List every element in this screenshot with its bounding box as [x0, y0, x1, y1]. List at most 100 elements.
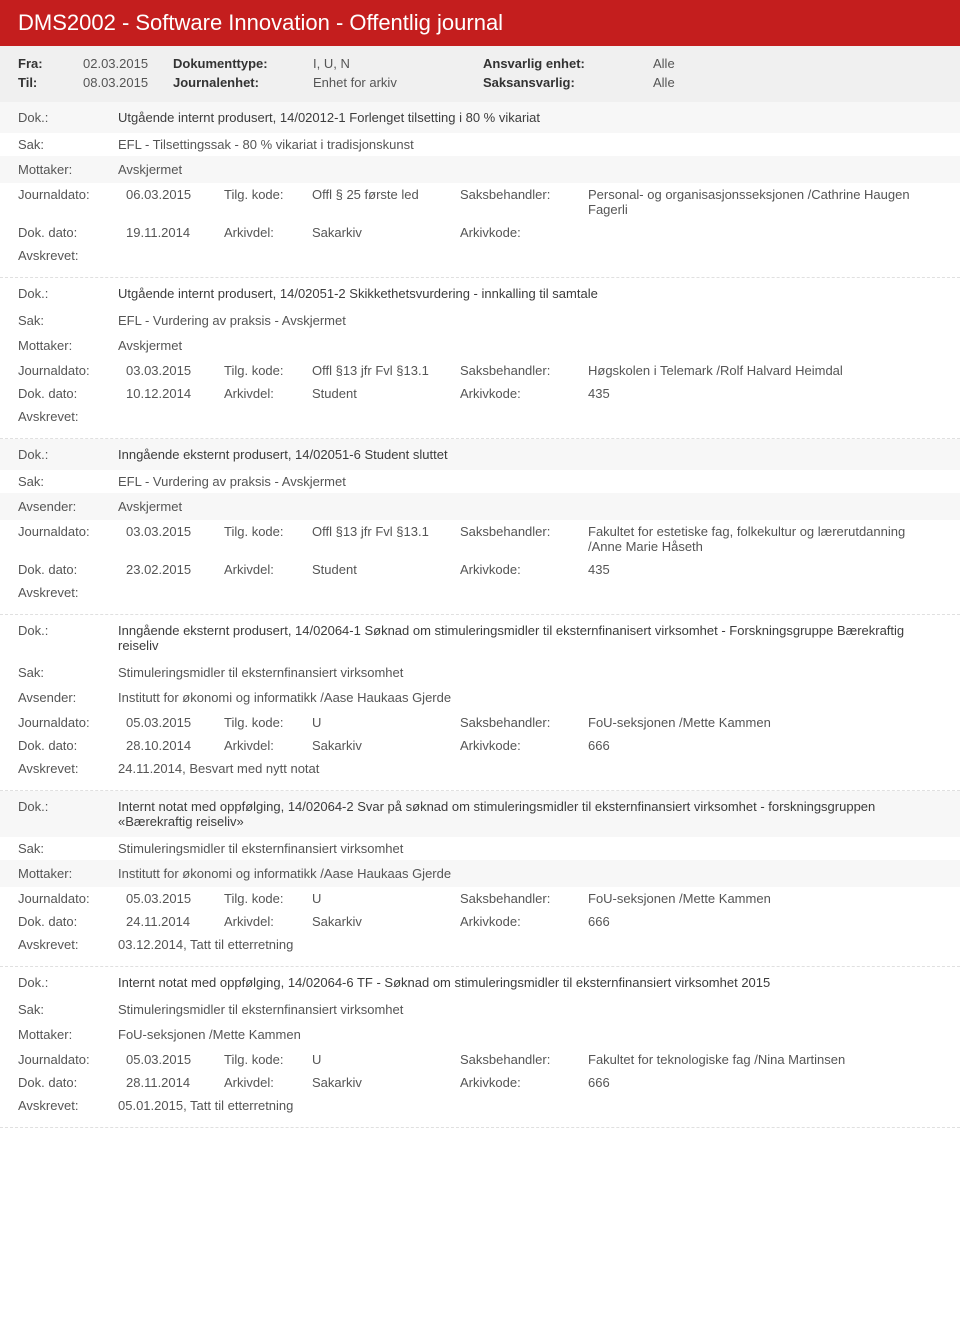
saksbehandler-value: FoU-seksjonen /Mette Kammen	[588, 715, 942, 730]
journal-entry: Dok.: Internt notat med oppfølging, 14/0…	[0, 791, 960, 967]
dok-label: Dok.:	[18, 799, 118, 814]
saksbehandler-label: Saksbehandler:	[460, 891, 580, 906]
filter-fra-label: Fra:	[18, 56, 73, 71]
party-value: FoU-seksjonen /Mette Kammen	[118, 1027, 942, 1042]
journal-entry: Dok.: Inngående eksternt produsert, 14/0…	[0, 439, 960, 615]
saksbehandler-label: Saksbehandler:	[460, 1052, 580, 1067]
arkivdel-label: Arkivdel:	[224, 562, 304, 577]
sak-label: Sak:	[18, 1002, 118, 1017]
arkivkode-label: Arkivkode:	[460, 914, 580, 929]
saksbehandler-label: Saksbehandler:	[460, 363, 580, 378]
avskrevet-value: 24.11.2014, Besvart med nytt notat	[118, 761, 319, 776]
tilgkode-value: U	[312, 715, 452, 730]
arkivdel-label: Arkivdel:	[224, 386, 304, 401]
saksbehandler-label: Saksbehandler:	[460, 715, 580, 730]
arkivkode-value: 666	[588, 914, 942, 929]
sak-value: EFL - Tilsettingssak - 80 % vikariat i t…	[118, 137, 942, 152]
avskrevet-value: 05.01.2015, Tatt til etterretning	[118, 1098, 293, 1113]
party-label: Avsender:	[18, 690, 118, 705]
party-value: Avskjermet	[118, 338, 942, 353]
dok-label: Dok.:	[18, 286, 118, 301]
dokdato-value: 24.11.2014	[126, 914, 216, 929]
filter-til-value: 08.03.2015	[83, 75, 163, 90]
sak-label: Sak:	[18, 665, 118, 680]
party-value: Avskjermet	[118, 162, 942, 177]
journaldato-label: Journaldato:	[18, 524, 118, 539]
avskrevet-value: 03.12.2014, Tatt til etterretning	[118, 937, 293, 952]
party-label: Mottaker:	[18, 866, 118, 881]
dokdato-label: Dok. dato:	[18, 386, 118, 401]
dok-value: Internt notat med oppfølging, 14/02064-2…	[118, 799, 942, 829]
avskrevet-label: Avskrevet:	[18, 761, 118, 776]
dok-value: Internt notat med oppfølging, 14/02064-6…	[118, 975, 942, 990]
filter-doktype-value: I, U, N	[313, 56, 473, 71]
arkivkode-label: Arkivkode:	[460, 386, 580, 401]
dok-label: Dok.:	[18, 623, 118, 638]
journal-entry: Dok.: Inngående eksternt produsert, 14/0…	[0, 615, 960, 791]
dok-value: Utgående internt produsert, 14/02012-1 F…	[118, 110, 942, 125]
saksbehandler-value: Fakultet for teknologiske fag /Nina Mart…	[588, 1052, 942, 1067]
tilgkode-label: Tilg. kode:	[224, 715, 304, 730]
journaldato-value: 05.03.2015	[126, 891, 216, 906]
saksbehandler-value: Høgskolen i Telemark /Rolf Halvard Heimd…	[588, 363, 942, 378]
party-value: Institutt for økonomi og informatikk /Aa…	[118, 690, 942, 705]
dokdato-label: Dok. dato:	[18, 914, 118, 929]
avskrevet-label: Avskrevet:	[18, 1098, 118, 1113]
arkivdel-label: Arkivdel:	[224, 1075, 304, 1090]
party-label: Mottaker:	[18, 162, 118, 177]
dokdato-label: Dok. dato:	[18, 562, 118, 577]
dokdato-label: Dok. dato:	[18, 225, 118, 240]
sak-label: Sak:	[18, 313, 118, 328]
avskrevet-label: Avskrevet:	[18, 937, 118, 952]
sak-value: Stimuleringsmidler til eksternfinansiert…	[118, 665, 942, 680]
dokdato-value: 19.11.2014	[126, 225, 216, 240]
dokdato-value: 28.10.2014	[126, 738, 216, 753]
journaldato-label: Journaldato:	[18, 891, 118, 906]
tilgkode-value: Offl §13 jfr Fvl §13.1	[312, 363, 452, 378]
arkivkode-value: 666	[588, 738, 942, 753]
arkivdel-label: Arkivdel:	[224, 914, 304, 929]
filter-saksansvarlig-value: Alle	[653, 75, 733, 90]
tilgkode-value: Offl §13 jfr Fvl §13.1	[312, 524, 452, 539]
page-title: DMS2002 - Software Innovation - Offentli…	[0, 0, 960, 46]
journaldato-value: 05.03.2015	[126, 1052, 216, 1067]
sak-value: Stimuleringsmidler til eksternfinansiert…	[118, 1002, 942, 1017]
tilgkode-value: U	[312, 891, 452, 906]
filter-ansvarlig-label: Ansvarlig enhet:	[483, 56, 643, 71]
filter-doktype-label: Dokumenttype:	[173, 56, 303, 71]
party-label: Mottaker:	[18, 1027, 118, 1042]
avskrevet-label: Avskrevet:	[18, 248, 118, 263]
dok-value: Inngående eksternt produsert, 14/02064-1…	[118, 623, 942, 653]
sak-label: Sak:	[18, 137, 118, 152]
tilgkode-label: Tilg. kode:	[224, 187, 304, 202]
dokdato-label: Dok. dato:	[18, 1075, 118, 1090]
filter-fra-value: 02.03.2015	[83, 56, 163, 71]
dok-value: Utgående internt produsert, 14/02051-2 S…	[118, 286, 942, 301]
saksbehandler-value: Fakultet for estetiske fag, folkekultur …	[588, 524, 942, 554]
tilgkode-value: Offl § 25 første led	[312, 187, 452, 202]
dokdato-value: 10.12.2014	[126, 386, 216, 401]
dok-label: Dok.:	[18, 447, 118, 462]
sak-value: EFL - Vurdering av praksis - Avskjermet	[118, 474, 942, 489]
journaldato-value: 05.03.2015	[126, 715, 216, 730]
avskrevet-label: Avskrevet:	[18, 409, 118, 424]
arkivkode-label: Arkivkode:	[460, 1075, 580, 1090]
sak-label: Sak:	[18, 474, 118, 489]
dok-label: Dok.:	[18, 110, 118, 125]
saksbehandler-label: Saksbehandler:	[460, 524, 580, 539]
arkivkode-label: Arkivkode:	[460, 562, 580, 577]
party-label: Avsender:	[18, 499, 118, 514]
filter-ansvarlig-value: Alle	[653, 56, 733, 71]
arkivdel-value: Student	[312, 386, 452, 401]
arkivkode-label: Arkivkode:	[460, 225, 580, 240]
tilgkode-value: U	[312, 1052, 452, 1067]
tilgkode-label: Tilg. kode:	[224, 891, 304, 906]
dokdato-value: 23.02.2015	[126, 562, 216, 577]
arkivdel-value: Student	[312, 562, 452, 577]
arkivkode-value: 435	[588, 562, 942, 577]
journaldato-label: Journaldato:	[18, 715, 118, 730]
dok-label: Dok.:	[18, 975, 118, 990]
journaldato-label: Journaldato:	[18, 363, 118, 378]
journaldato-value: 03.03.2015	[126, 524, 216, 539]
arkivdel-value: Sakarkiv	[312, 225, 452, 240]
